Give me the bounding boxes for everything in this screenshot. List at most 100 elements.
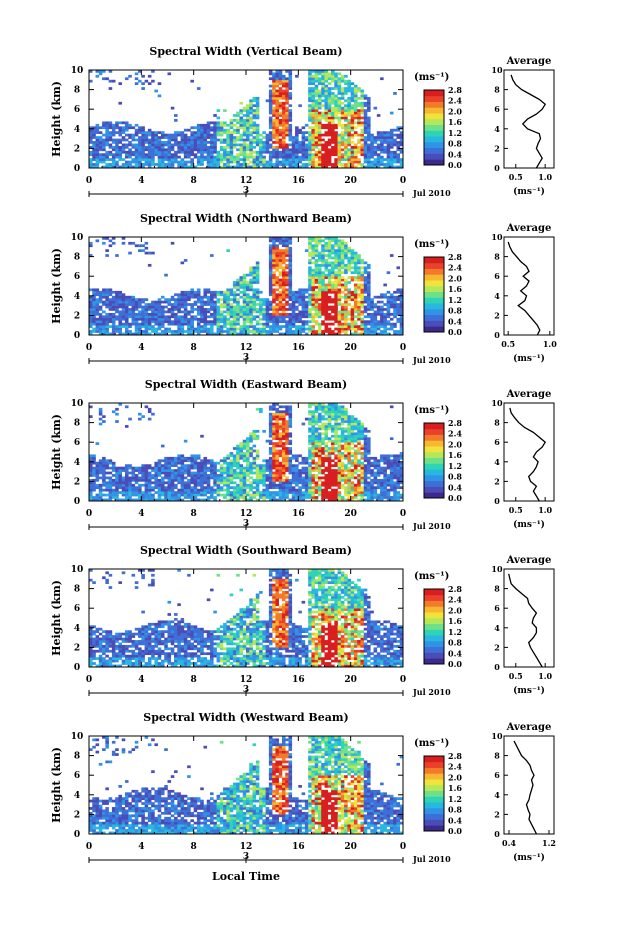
average-y-tick-label: 2 <box>494 642 500 652</box>
y-tick-label: 0 <box>74 830 80 840</box>
y-tick-label: 10 <box>71 399 84 409</box>
x-tick-label: 8 <box>191 509 197 519</box>
colorbar-tick-label: 0.8 <box>448 306 462 316</box>
average-frame <box>503 568 555 668</box>
colorbar-tick-label: 2.4 <box>448 762 462 772</box>
colorbar-tick-label: 0.0 <box>448 826 462 836</box>
average-y-tick-label: 8 <box>494 252 500 262</box>
x-tick-label: 20 <box>344 675 357 685</box>
y-tick-label: 10 <box>71 565 84 575</box>
x-tick-label: 0 <box>400 842 406 852</box>
average-title: Average <box>506 722 552 733</box>
day-label: 3 <box>243 186 249 196</box>
colorbar-tick-label: 1.6 <box>448 450 462 460</box>
average-title: Average <box>506 555 552 566</box>
average-x-tick-label: 0.5 <box>501 339 515 349</box>
chart-panel-1: Spectral Width (Northward Beam) 0 2 4 6 8 10 He… <box>50 212 557 365</box>
x-tick-label: 0 <box>400 509 406 519</box>
average-y-tick-label: 6 <box>494 271 500 281</box>
average-x-tick-label: 1.0 <box>538 671 552 681</box>
colorbar-tick-label: 2.8 <box>448 85 462 95</box>
colorbar-tick-label: 0.0 <box>448 659 462 669</box>
average-x-tick-label: 1.0 <box>538 172 552 182</box>
y-tick-label: 2 <box>74 144 80 154</box>
colorbar: 0.00.40.81.21.62.02.42.8 <box>423 584 462 669</box>
average-y-tick-label: 8 <box>494 85 500 95</box>
average-x-tick-label: 0.5 <box>509 505 523 515</box>
colorbar-tick-label: 1.2 <box>448 461 462 471</box>
average-x-label: (ms⁻¹) <box>513 353 545 364</box>
colorbar-tick-label: 0.8 <box>448 139 462 149</box>
x-tick-label: 4 <box>138 842 144 852</box>
chart-title: Spectral Width (Vertical Beam) <box>149 45 342 58</box>
average-y-tick-label: 4 <box>494 457 500 467</box>
colorbar-tick-label: 1.6 <box>448 783 462 793</box>
chart-title: Spectral Width (Westward Beam) <box>143 711 348 724</box>
x-tick-label: 8 <box>191 675 197 685</box>
colorbar-tick-label: 0.8 <box>448 638 462 648</box>
heatmap-cells <box>89 403 404 502</box>
average-y-tick-label: 10 <box>491 232 503 242</box>
colorbar-tick-label: 1.2 <box>448 627 462 637</box>
average-title: Average <box>506 223 552 234</box>
average-y-tick-label: 6 <box>494 770 500 780</box>
average-y-tick-label: 6 <box>494 104 500 114</box>
y-axis-label: Height (km) <box>50 580 63 656</box>
x-tick-label: 12 <box>240 343 253 353</box>
chart-title: Spectral Width (Eastward Beam) <box>145 378 347 391</box>
average-y-tick-label: 2 <box>494 310 500 320</box>
x-tick-label: 0 <box>86 176 92 186</box>
x-axis-label: Local Time <box>212 870 280 883</box>
average-frame <box>503 735 555 835</box>
average-y-tick-label: 0 <box>494 163 500 173</box>
average-frame <box>503 402 555 502</box>
x-tick-label: 20 <box>344 176 357 186</box>
colorbar-frame <box>423 755 445 832</box>
colorbar: 0.00.40.81.21.62.02.42.8 <box>423 252 462 337</box>
average-x-label: (ms⁻¹) <box>513 519 545 530</box>
average-line <box>513 740 538 835</box>
day-label: 3 <box>243 685 249 695</box>
y-tick-label: 2 <box>74 810 80 820</box>
x-tick-label: 8 <box>191 842 197 852</box>
y-tick-label: 4 <box>74 458 80 468</box>
colorbar-tick-label: 1.6 <box>448 284 462 294</box>
colorbar-tick-label: 2.0 <box>448 605 462 615</box>
colorbar-tick-label: 2.8 <box>448 751 462 761</box>
average-x-label: (ms⁻¹) <box>513 852 545 863</box>
chart-panel-3: Spectral Width (Southward Beam) 0 2 4 6 8 10 He… <box>50 544 555 697</box>
x-tick-label: 0 <box>86 343 92 353</box>
colorbar-frame <box>423 256 445 333</box>
x-tick-label: 0 <box>86 509 92 519</box>
average-y-tick-label: 10 <box>491 564 503 574</box>
date-label: Jul 2010 <box>412 521 451 531</box>
y-tick-label: 6 <box>74 438 80 448</box>
y-tick-label: 2 <box>74 477 80 487</box>
x-tick-label: 20 <box>344 343 357 353</box>
average-y-tick-label: 0 <box>494 330 500 340</box>
x-tick-label: 16 <box>292 343 305 353</box>
colorbar-unit: (ms⁻¹) <box>414 72 449 83</box>
heatmap-cells <box>89 237 404 336</box>
y-tick-label: 0 <box>74 663 80 673</box>
x-tick-label: 20 <box>344 509 357 519</box>
y-tick-label: 4 <box>74 791 80 801</box>
y-tick-label: 8 <box>74 585 80 595</box>
colorbar-tick-label: 0.0 <box>448 327 462 337</box>
y-tick-label: 4 <box>74 125 80 135</box>
colorbar-tick-label: 2.0 <box>448 106 462 116</box>
colorbar-tick-label: 0.4 <box>448 648 462 658</box>
colorbar-tick-label: 2.4 <box>448 263 462 273</box>
x-tick-label: 4 <box>138 509 144 519</box>
x-tick-label: 0 <box>400 176 406 186</box>
average-y-tick-label: 2 <box>494 143 500 153</box>
colorbar-unit: (ms⁻¹) <box>414 239 449 250</box>
colorbar-tick-label: 2.4 <box>448 96 462 106</box>
average-x-tick-label: 0.5 <box>509 671 523 681</box>
average-frame <box>503 236 555 336</box>
average-y-tick-label: 10 <box>491 65 503 75</box>
date-label: Jul 2010 <box>412 854 451 864</box>
average-y-tick-label: 8 <box>494 751 500 761</box>
colorbar-unit: (ms⁻¹) <box>414 405 449 416</box>
colorbar-frame <box>423 89 445 166</box>
